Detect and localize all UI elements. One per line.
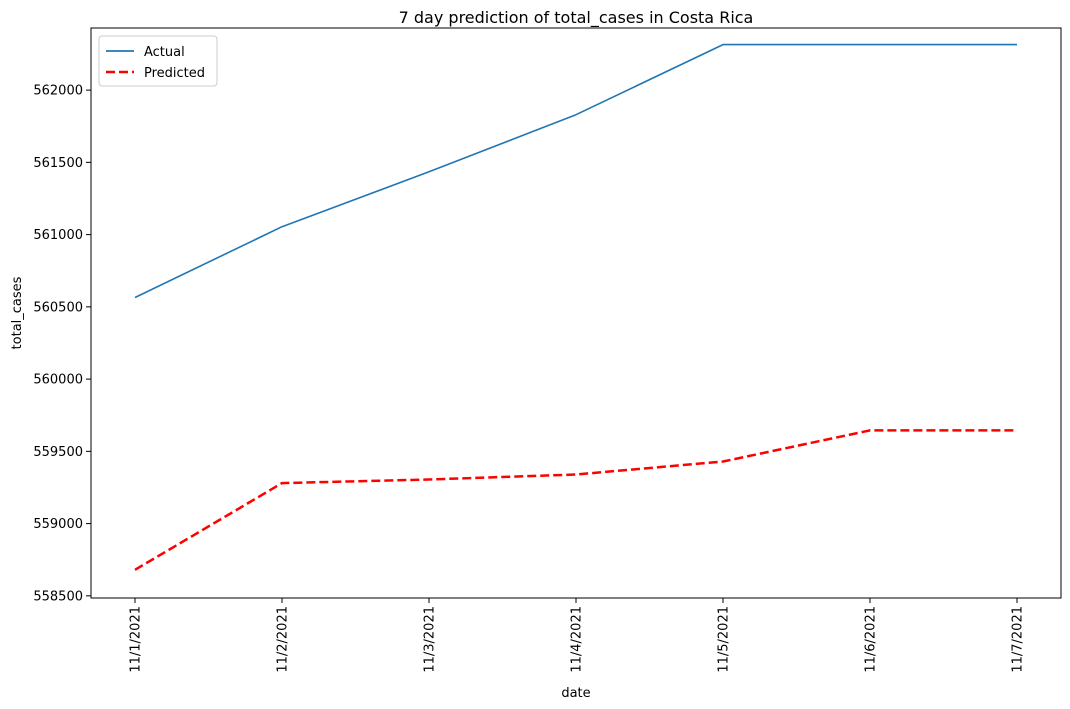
y-tick-label: 560500 bbox=[33, 300, 83, 315]
y-tick-label: 559000 bbox=[33, 517, 83, 532]
legend: Actual Predicted bbox=[98, 35, 218, 87]
x-tick-label: 11/1/2021 bbox=[129, 606, 144, 673]
series-line-actual bbox=[134, 43, 1017, 299]
legend-label-predicted: Predicted bbox=[144, 66, 205, 81]
x-tick-label: 11/2/2021 bbox=[276, 606, 291, 673]
x-tick-label: 11/3/2021 bbox=[423, 606, 438, 673]
series-line-predicted bbox=[134, 429, 1017, 571]
series-layer bbox=[134, 43, 1017, 571]
y-tick-label: 561500 bbox=[33, 156, 83, 171]
y-tick-label: 559500 bbox=[33, 445, 83, 460]
y-tick-label: 560000 bbox=[33, 373, 83, 388]
y-tick-label: 561000 bbox=[33, 228, 83, 243]
y-tick-label: 558500 bbox=[33, 589, 83, 604]
y-axis: 558500 559000 559500 560000 560500 561000 5615… bbox=[33, 84, 91, 604]
legend-label-actual: Actual bbox=[144, 45, 185, 60]
chart-title: 7 day prediction of total_cases in Costa… bbox=[399, 8, 754, 28]
x-axis-label: date bbox=[561, 686, 590, 701]
x-tick-label: 11/4/2021 bbox=[570, 606, 585, 673]
x-tick-label: 11/6/2021 bbox=[864, 606, 879, 673]
plot-area bbox=[90, 27, 1062, 599]
y-axis-label: total_cases bbox=[10, 276, 25, 349]
x-axis: 11/1/2021 11/2/2021 11/3/2021 11/4/2021 11/5… bbox=[129, 598, 1026, 673]
y-tick-label: 562000 bbox=[33, 84, 83, 99]
x-tick-label: 11/5/2021 bbox=[717, 606, 732, 673]
legend-frame bbox=[98, 35, 218, 87]
x-tick-label: 11/7/2021 bbox=[1011, 606, 1026, 673]
